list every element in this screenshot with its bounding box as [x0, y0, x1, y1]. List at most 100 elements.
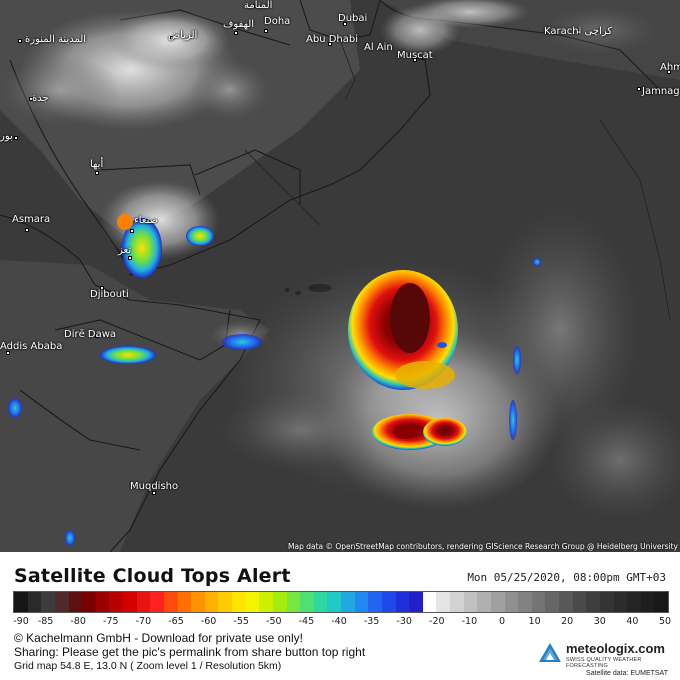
scale-tick-label: 20	[561, 616, 574, 627]
scale-tick-label: 30	[593, 616, 606, 627]
scale-swatch	[599, 592, 614, 612]
city-label-taiz[interactable]: تعز	[118, 245, 132, 256]
scale-swatch	[259, 592, 273, 612]
scale-tick-label: -30	[396, 616, 412, 627]
city-label-medina[interactable]: المدينة المنورة	[25, 34, 87, 45]
city-marker	[100, 286, 104, 290]
temperature-color-scale	[13, 591, 669, 613]
scale-swatch	[27, 592, 42, 612]
meteologix-logo-icon[interactable]	[538, 642, 562, 666]
city-marker	[18, 39, 22, 43]
city-marker	[667, 70, 671, 74]
scale-swatch	[627, 592, 641, 612]
city-label-addis[interactable]: Addis Ababa	[0, 341, 63, 352]
scale-swatch	[613, 592, 628, 612]
scale-swatch	[41, 592, 55, 612]
scale-swatch	[477, 592, 491, 612]
scale-tick-label: -10	[461, 616, 478, 627]
city-marker	[170, 36, 174, 40]
scale-swatch	[504, 592, 519, 612]
city-marker	[130, 229, 134, 233]
scale-swatch	[327, 592, 341, 612]
scale-tick-label: -35	[363, 616, 380, 627]
scale-swatch	[518, 592, 532, 612]
city-marker	[251, 4, 255, 8]
scale-swatch	[272, 592, 287, 612]
scale-swatch	[559, 592, 573, 612]
scale-tick-label: -90	[13, 616, 29, 627]
scale-swatch	[286, 592, 301, 612]
city-label-manama[interactable]: المنامة	[244, 0, 273, 11]
city-marker	[128, 256, 132, 260]
scale-swatch	[395, 592, 410, 612]
scale-tick-label: -55	[233, 616, 249, 627]
scale-swatch	[204, 592, 219, 612]
city-label-doha[interactable]: Doha	[264, 16, 291, 27]
scale-swatch	[109, 592, 123, 612]
valid-datetime: Mon 05/25/2020, 08:00pm GMT+03	[467, 571, 666, 584]
scale-swatch	[572, 592, 587, 612]
scale-swatch	[150, 592, 164, 612]
city-label-asmara[interactable]: Asmara	[12, 214, 51, 225]
city-label-abudhabi[interactable]: Abu Dhabi	[306, 34, 358, 45]
scale-tick-label: -75	[103, 616, 119, 627]
scale-tick-label: -85	[37, 616, 54, 627]
city-marker	[365, 43, 369, 47]
scale-tick-label: -70	[135, 616, 152, 627]
city-marker	[343, 22, 347, 26]
satellite-map[interactable]: المنامة Doha Dubai الهفوف المدينة المنور…	[0, 0, 680, 552]
scale-tick-label: -45	[298, 616, 315, 627]
map-attribution: Map data © OpenStreetMap contributors, r…	[288, 542, 678, 551]
city-label-jamnagar[interactable]: Jamnaga	[642, 86, 680, 97]
city-label-muscat[interactable]: Muscat	[397, 50, 433, 61]
satellite-imagery	[0, 0, 680, 552]
city-label-mogadishu[interactable]: Muqdisho	[130, 481, 179, 492]
city-label-alain[interactable]: Al Ain	[364, 42, 393, 53]
city-label-riyadh[interactable]: الرياض	[168, 30, 198, 41]
scale-swatch	[300, 592, 314, 612]
city-label-djibouti[interactable]: Djibouti	[90, 289, 129, 300]
scale-swatch	[545, 592, 559, 612]
city-label-sanaa[interactable]: صنعاء	[134, 215, 159, 226]
sharing-line: Sharing: Please get the pic's permalink …	[14, 645, 366, 659]
logo-tagline: SWISS QUALITY WEATHER FORECASTING	[566, 657, 642, 669]
scale-swatch	[82, 592, 96, 612]
scale-tick-label: 40	[626, 616, 639, 627]
city-marker	[637, 87, 641, 91]
city-label-hofuf[interactable]: الهفوف	[223, 19, 255, 30]
copyright-line: © Kachelmann GmbH - Download for private…	[14, 631, 303, 645]
city-label-diredawa[interactable]: Dirē Dawa	[64, 329, 117, 340]
logo-text[interactable]: meteologix.com	[566, 641, 665, 656]
scale-swatch	[409, 592, 423, 612]
scale-swatch	[463, 592, 478, 612]
scale-swatch	[313, 592, 328, 612]
city-label-karachi[interactable]: Karachi کراچی	[544, 26, 613, 37]
city-label-jeddah[interactable]: جدة	[32, 93, 49, 104]
city-label-abha[interactable]: أبها	[90, 159, 104, 170]
legend-footer: Satellite Cloud Tops Alert Mon 05/25/202…	[0, 552, 680, 680]
scale-swatch	[354, 592, 369, 612]
scale-swatch	[490, 592, 505, 612]
city-label-ahm[interactable]: Ahm	[660, 62, 680, 73]
scale-swatch	[177, 592, 192, 612]
scale-tick-label: -40	[331, 616, 347, 627]
city-marker	[14, 136, 18, 140]
city-marker	[6, 351, 10, 355]
city-marker	[264, 29, 268, 33]
grid-info-line: Grid map 54.8 E, 13.0 N ( Zoom level 1 /…	[14, 660, 282, 672]
city-label-port-sudan[interactable]: بور	[0, 131, 13, 142]
city-marker	[29, 97, 33, 101]
city-marker	[413, 58, 417, 62]
city-label-dubai[interactable]: Dubai	[338, 13, 368, 24]
scale-swatch	[381, 592, 396, 612]
scale-swatch	[450, 592, 464, 612]
scale-swatch	[341, 592, 355, 612]
city-marker	[95, 334, 99, 338]
scale-tick-label: 0	[498, 616, 506, 627]
scale-swatch	[136, 592, 151, 612]
scale-tick-label: -65	[168, 616, 184, 627]
scale-swatch	[422, 592, 437, 612]
scale-swatch	[163, 592, 178, 612]
city-marker	[95, 171, 99, 175]
scale-swatch	[640, 592, 655, 612]
